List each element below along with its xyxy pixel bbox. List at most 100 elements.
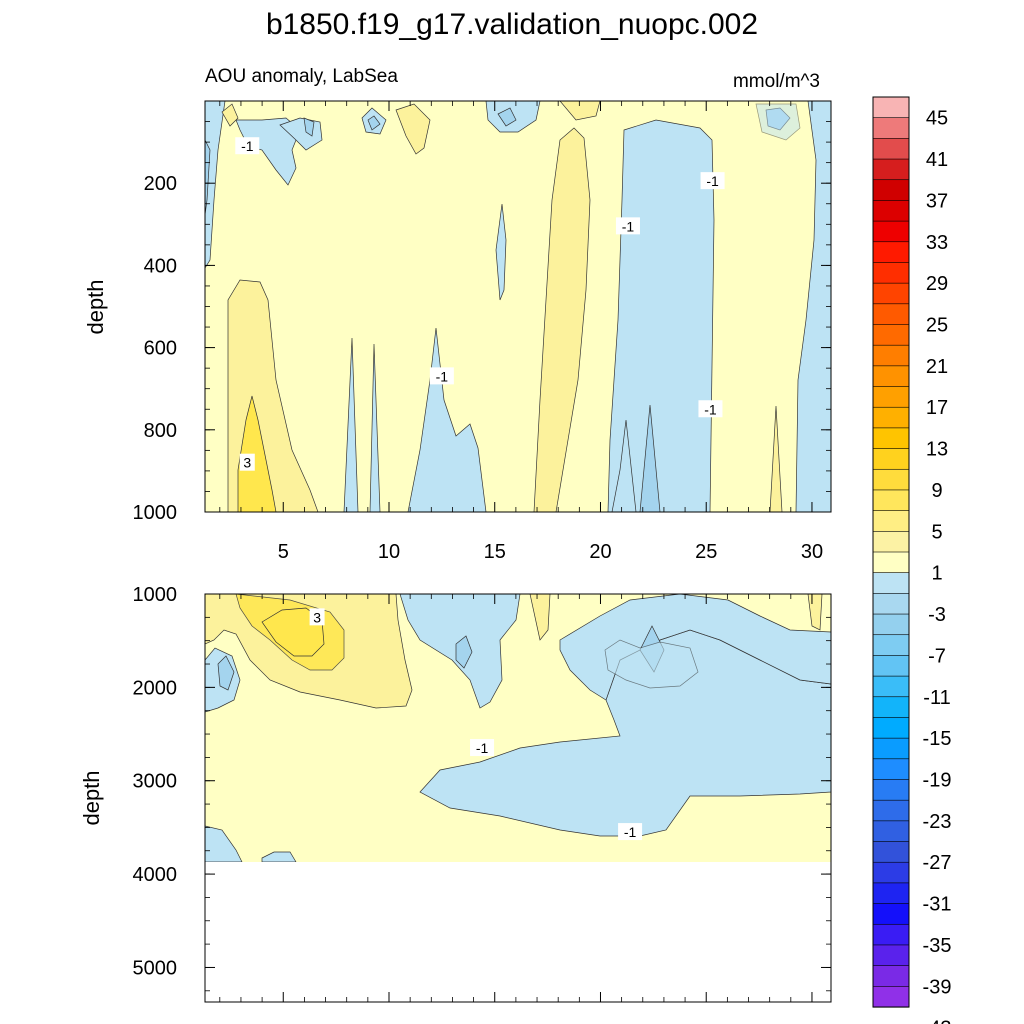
colorbar-swatch: [872, 489, 910, 512]
panel-subtitle: AOU anomaly, LabSea: [205, 66, 398, 87]
lower-plot-frame: [204, 593, 832, 1003]
lower-y-axis-label: depth: [79, 770, 104, 825]
colorbar-swatch: [872, 675, 910, 698]
contour-label-box: [235, 137, 260, 155]
colorbar-swatch: [872, 303, 910, 326]
colorbar-swatch: [872, 717, 910, 739]
colorbar-swatch: [872, 758, 910, 781]
upper-axes: 200 400 600 800 1000 5 10 15 20 25 30: [133, 100, 831, 563]
lower-contour-field: [205, 594, 831, 1002]
lower-y-tick-label: 5000: [133, 957, 178, 979]
contour-label: -1: [704, 401, 717, 417]
chart-title: b1850.f19_g17.validation_nuopc.002: [266, 8, 758, 41]
colorbar-swatch: [872, 365, 910, 388]
colorbar-swatch: [872, 262, 910, 284]
colorbar-label: -11: [923, 687, 950, 709]
colorbar-label: -31: [923, 894, 952, 916]
colorbar-swatch: [872, 944, 910, 967]
colorbar-swatch: [872, 634, 910, 657]
contour-label: -1: [622, 218, 635, 234]
lower-y-tick-label: 2000: [133, 677, 178, 699]
colorbar-label: -35: [923, 935, 952, 957]
upper-contour-field: [205, 101, 831, 512]
colorbar-label: -7: [928, 645, 946, 667]
contour-label-box: [239, 453, 255, 471]
colorbar-swatch: [872, 117, 910, 139]
lower-axes: 1000 2000 3000 4000 5000: [133, 584, 831, 1002]
contour-label-box: [309, 608, 325, 626]
colorbar-label: 9: [931, 480, 942, 502]
contour-label-box: [700, 172, 725, 190]
units-label: mmol/m^3: [733, 71, 820, 92]
colorbar-swatch: [872, 861, 910, 884]
colorbar-label: -3: [928, 604, 946, 626]
contour-label-box: [698, 400, 723, 418]
upper-y-axis-label: depth: [83, 279, 108, 334]
contour-label: -1: [476, 740, 489, 756]
colorbar-swatch: [872, 468, 910, 491]
contour-label-box: [618, 823, 643, 841]
colorbar-swatch: [872, 779, 910, 801]
colorbar-swatch: [872, 386, 910, 408]
colorbar: [872, 96, 910, 1008]
colorbar-swatch: [872, 965, 910, 987]
colorbar-swatch: [872, 344, 910, 367]
colorbar-swatch: [872, 572, 910, 594]
colorbar-swatch: [872, 510, 910, 532]
upper-y-tick-label: 600: [144, 338, 177, 360]
colorbar-label: 41: [926, 149, 948, 171]
upper-y-tick-label: 200: [144, 173, 177, 195]
colorbar-swatch: [872, 220, 910, 243]
upper-x-tick-label: 25: [695, 541, 717, 563]
contour-label: -1: [436, 368, 449, 384]
contour-label: 3: [243, 455, 251, 471]
colorbar-label: 17: [926, 397, 948, 419]
colorbar-swatch: [872, 882, 910, 905]
upper-x-tick-label: 5: [278, 541, 289, 563]
colorbar-swatch: [872, 696, 910, 719]
colorbar-swatch: [872, 200, 910, 222]
contour-label: -1: [624, 824, 637, 840]
lower-contour-labels: 3 -1 -1: [309, 608, 643, 841]
colorbar-swatch: [872, 613, 910, 636]
colorbar-label: 1: [931, 563, 942, 585]
colorbar-label: -27: [923, 852, 952, 874]
colorbar-label: 25: [926, 315, 948, 337]
colorbar-swatch: [872, 324, 910, 346]
contour-label: -1: [706, 173, 719, 189]
contour-label-box: [429, 367, 454, 385]
upper-y-tick-label: 1000: [133, 502, 178, 524]
colorbar-label: 45: [926, 108, 948, 130]
colorbar-swatch: [872, 799, 910, 822]
colorbar-label: 21: [926, 356, 948, 378]
colorbar-swatch: [872, 551, 910, 574]
upper-y-tick-label: 800: [144, 420, 177, 442]
colorbar-labels: 45 41 37 33 29 25 21 17 13 9 5 1 -3 -7 -11 -15 -19 -23 -27…: [923, 108, 952, 1024]
lower-y-tick-label: 3000: [133, 771, 178, 793]
colorbar-swatch: [872, 923, 910, 946]
colorbar-swatch: [872, 531, 910, 553]
colorbar-swatch: [872, 158, 910, 181]
upper-x-tick-label: 30: [801, 541, 823, 563]
colorbar-swatch: [872, 986, 910, 1008]
upper-contour-labels: -1 -1 -1 -1 -1 3: [235, 137, 725, 471]
colorbar-label: -15: [923, 728, 952, 750]
colorbar-swatch: [872, 841, 910, 863]
lower-y-tick-label: 4000: [133, 864, 178, 886]
colorbar-swatch: [872, 820, 910, 843]
contour-label: 3: [313, 609, 321, 625]
colorbar-swatch: [872, 593, 910, 615]
colorbar-label: -19: [923, 770, 952, 792]
colorbar-label: -39: [923, 976, 952, 998]
colorbar-swatch: [872, 241, 910, 264]
colorbar-swatch: [872, 903, 910, 925]
colorbar-swatch: [872, 427, 910, 450]
colorbar-swatch: [872, 96, 910, 119]
colorbar-label: 37: [926, 190, 948, 212]
contour-label: -1: [241, 138, 254, 154]
colorbar-frame: [872, 96, 910, 1008]
colorbar-label: 5: [931, 521, 942, 543]
colorbar-label: 29: [926, 273, 948, 295]
colorbar-swatch: [872, 406, 910, 429]
